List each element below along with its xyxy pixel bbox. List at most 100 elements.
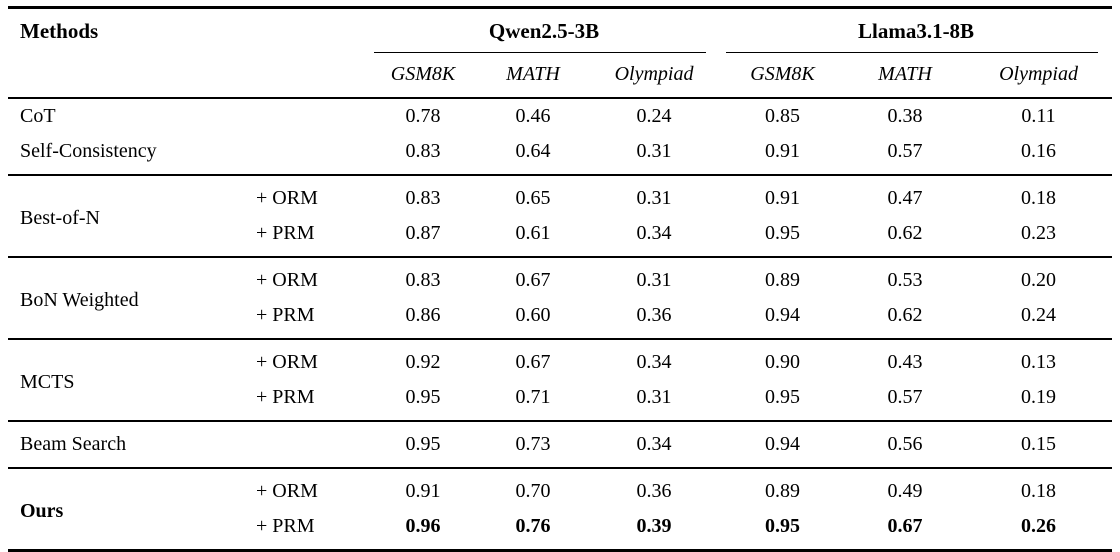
value-cell: 0.91: [368, 467, 479, 509]
value-cell: 0.73: [478, 420, 589, 467]
value-cell: 0.38: [887, 105, 923, 128]
value-cell: 0.67: [478, 256, 589, 298]
col-header-qwen-math: MATH: [478, 53, 589, 100]
value-cell: 0.43: [845, 338, 966, 380]
value-cell: 0.11: [1021, 105, 1056, 128]
variant-cell: [248, 99, 368, 134]
value-cell: 0.95: [765, 386, 801, 409]
value-cell: 0.56: [845, 420, 966, 467]
value-cell: 0.83: [368, 174, 479, 216]
value-cell: 0.24: [1021, 304, 1057, 327]
table-header: Methods Qwen2.5-3B Llama3.1-8B GSM8K MAT…: [8, 6, 1113, 100]
variant-cell: + ORM: [248, 467, 369, 509]
variant-cell: [248, 134, 368, 174]
variant-cell: + PRM: [256, 304, 315, 327]
variant-cell: + PRM: [256, 222, 315, 245]
table-body: CoT 0.78 0.46 0.24 0.85 0.38 0.11 Self-C…: [8, 99, 1113, 552]
value-cell: 0.31: [588, 174, 721, 216]
value-cell: 0.95: [368, 420, 479, 467]
variant-cell: + PRM: [248, 509, 369, 552]
value-cell: 0.31: [636, 386, 672, 409]
value-cell: 0.87: [405, 222, 441, 245]
value-cell: 0.34: [588, 420, 721, 467]
value-cell: 0.24: [636, 105, 672, 128]
value-cell: 0.95: [765, 222, 801, 245]
value-cell: 0.61: [515, 222, 551, 245]
value-cell-best: 0.96: [368, 509, 479, 552]
value-cell: 0.94: [720, 420, 846, 467]
value-cell: 0.90: [720, 338, 846, 380]
value-cell: 0.64: [515, 140, 551, 163]
value-cell: 0.57: [887, 140, 923, 163]
value-cell-best: 0.26: [965, 509, 1113, 552]
value-cell: 0.36: [636, 304, 672, 327]
col-header-llama-math: MATH: [845, 53, 966, 100]
value-cell: 0.18: [965, 174, 1113, 216]
value-cell-best: 0.39: [588, 509, 721, 552]
value-cell: 0.89: [720, 467, 846, 509]
value-cell: 0.19: [1021, 386, 1057, 409]
variant-cell: [248, 420, 369, 467]
value-cell: 0.31: [588, 256, 721, 298]
value-cell: 0.13: [965, 338, 1113, 380]
col-header-llama-gsm8k: GSM8K: [720, 53, 846, 100]
method-cell: Beam Search: [8, 420, 248, 467]
method-cell: BoN Weighted: [8, 256, 248, 338]
value-cell: 0.65: [478, 174, 589, 216]
value-cell-best: 0.95: [720, 509, 846, 552]
table-row-ours-orm: Ours + ORM 0.91 0.70 0.36 0.89 0.49 0.18: [8, 467, 1113, 552]
table-row-mcts-prm: + PRM 0.95 0.71 0.31 0.95 0.57 0.19: [8, 380, 1112, 420]
value-cell: 0.18: [965, 467, 1113, 509]
value-cell: 0.60: [515, 304, 551, 327]
value-cell: 0.67: [478, 338, 589, 380]
value-cell: 0.83: [368, 256, 479, 298]
value-cell: 0.89: [720, 256, 846, 298]
value-cell: 0.16: [1021, 140, 1057, 163]
paper-page: Methods Qwen2.5-3B Llama3.1-8B GSM8K MAT…: [8, 6, 1113, 552]
value-cell: 0.70: [478, 467, 589, 509]
methods-column-header: Methods: [8, 6, 369, 100]
table-row-mcts-orm: MCTS + ORM 0.92 0.67 0.34 0.90 0.43 0.13: [8, 338, 1113, 393]
table-row-beam-search: Beam Search 0.95 0.73 0.34 0.94 0.56 0.1…: [8, 420, 1113, 467]
value-cell: 0.92: [368, 338, 479, 380]
dataset-header-row: GSM8K MATH Olympiad GSM8K MATH Olympiad: [8, 53, 1113, 100]
value-cell: 0.91: [765, 140, 801, 163]
method-cell: Self-Consistency: [20, 140, 157, 163]
value-cell: 0.36: [588, 467, 721, 509]
value-cell: 0.46: [515, 105, 551, 128]
method-cell-ours: Ours: [8, 467, 248, 552]
value-cell: 0.78: [405, 105, 441, 128]
value-cell: 0.91: [720, 174, 846, 216]
table-row-best-of-n-prm: + PRM 0.87 0.61 0.34 0.95 0.62 0.23: [8, 216, 1112, 256]
value-cell: 0.85: [765, 105, 801, 128]
value-cell: 0.23: [1021, 222, 1057, 245]
table-row-bon-weighted-orm: BoN Weighted + ORM 0.83 0.67 0.31 0.89 0…: [8, 256, 1113, 311]
variant-cell: + PRM: [256, 386, 315, 409]
method-cell: MCTS: [8, 338, 248, 420]
results-table: Methods Qwen2.5-3B Llama3.1-8B GSM8K MAT…: [8, 6, 1113, 552]
table-row-bon-weighted-prm: + PRM 0.86 0.60 0.36 0.94 0.62 0.24: [8, 298, 1112, 338]
value-cell: 0.47: [845, 174, 966, 216]
variant-cell: + ORM: [248, 174, 369, 216]
value-cell: 0.34: [636, 222, 672, 245]
table-row-cot: CoT 0.78 0.46 0.24 0.85 0.38 0.11: [8, 99, 1112, 134]
group-header-llama: Llama3.1-8B: [720, 6, 1113, 54]
value-cell: 0.49: [845, 467, 966, 509]
group-header-qwen: Qwen2.5-3B: [368, 6, 721, 54]
value-cell: 0.71: [515, 386, 551, 409]
value-cell: 0.57: [887, 386, 923, 409]
col-header-qwen-olympiad: Olympiad: [588, 53, 721, 100]
variant-cell: + ORM: [248, 256, 369, 298]
variant-cell: + ORM: [248, 338, 369, 380]
method-cell: CoT: [20, 105, 56, 128]
value-cell: 0.15: [965, 420, 1113, 467]
value-cell: 0.20: [965, 256, 1113, 298]
value-cell: 0.95: [405, 386, 441, 409]
col-header-llama-olympiad: Olympiad: [965, 53, 1113, 100]
value-cell: 0.83: [405, 140, 441, 163]
value-cell: 0.62: [887, 304, 923, 327]
value-cell: 0.62: [887, 222, 923, 245]
value-cell: 0.34: [588, 338, 721, 380]
table-row-best-of-n-orm: Best-of-N + ORM 0.83 0.65 0.31 0.91 0.47…: [8, 174, 1113, 229]
value-cell: 0.53: [845, 256, 966, 298]
